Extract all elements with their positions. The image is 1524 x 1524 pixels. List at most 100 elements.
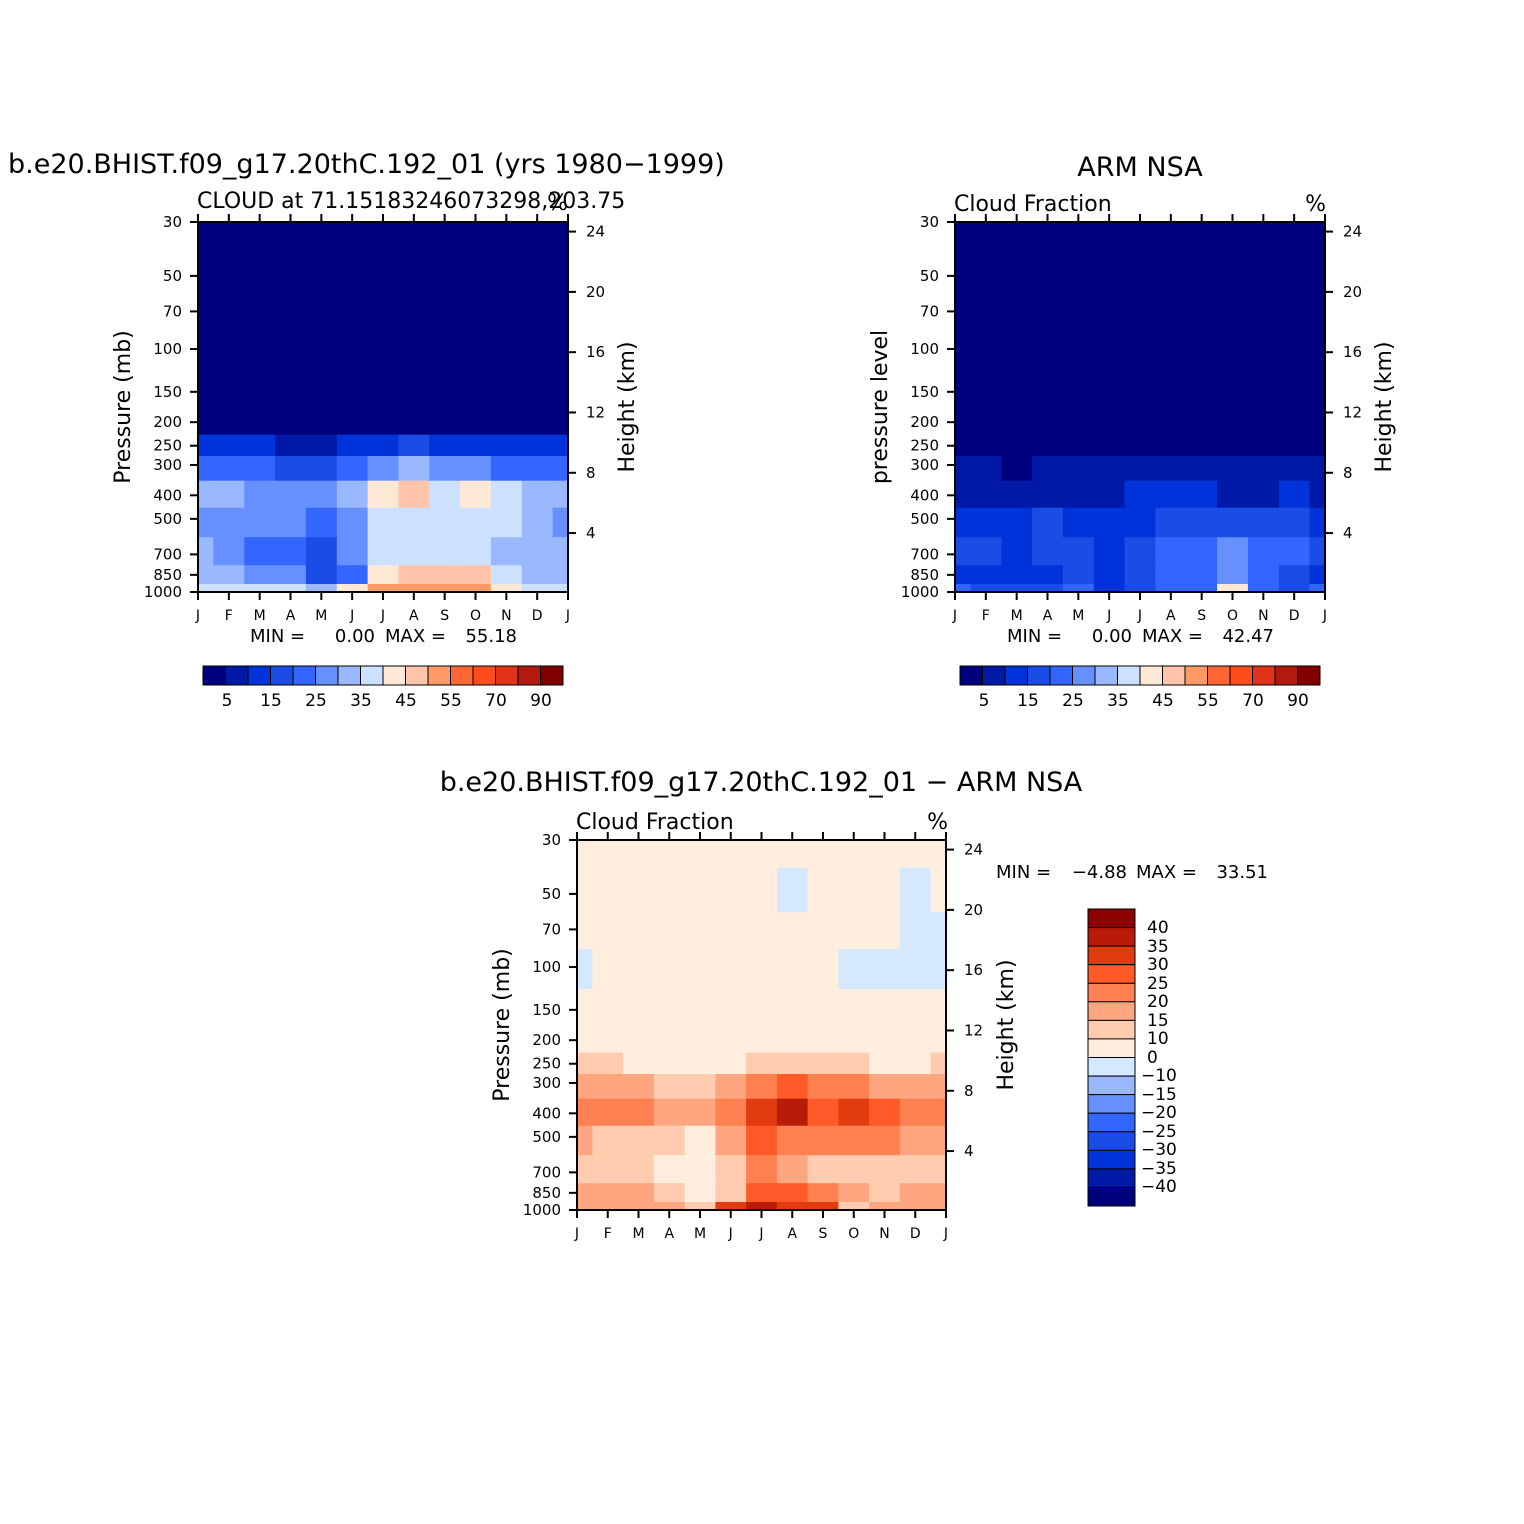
x-tick-label: D	[532, 608, 543, 624]
colorbar-label: 45	[1152, 691, 1174, 711]
y-right-tick-label: 24	[964, 841, 983, 859]
heatmap-cell	[213, 536, 245, 566]
heatmap-cell	[577, 911, 593, 949]
heatmap-cell	[305, 480, 338, 508]
heatmap-cell	[1062, 407, 1095, 435]
heatmap-cell	[592, 1098, 624, 1126]
heatmap-cell	[930, 911, 946, 949]
panel-obs-units: %	[1305, 192, 1326, 217]
heatmap-cell	[198, 455, 214, 481]
colorbar-label: 40	[1147, 918, 1169, 938]
heatmap-cell	[955, 455, 971, 481]
heatmap-cell	[970, 249, 1002, 295]
colorbar-swatch	[270, 665, 294, 686]
heatmap-cell	[838, 840, 870, 868]
heatmap-cell	[1001, 249, 1033, 295]
heatmap-cell	[1093, 455, 1126, 481]
heatmap-cell	[623, 1098, 655, 1126]
heatmap-cell	[244, 407, 276, 435]
heatmap-cell	[623, 1182, 655, 1202]
colorbar-swatch	[292, 665, 316, 686]
colorbar-swatch	[1087, 982, 1136, 1003]
heatmap-cell	[1093, 480, 1126, 508]
heatmap-cell	[807, 867, 839, 913]
heatmap-cell	[275, 249, 307, 295]
y-tick-label: 70	[920, 302, 939, 320]
heatmap-cell	[1124, 249, 1156, 295]
heatmap-cell	[275, 480, 307, 508]
heatmap-cell	[653, 1052, 686, 1074]
y-tick-label: 400	[153, 486, 182, 504]
heatmap-cell	[684, 1052, 716, 1074]
heatmap-cell	[490, 455, 523, 481]
heatmap-cell	[1093, 564, 1126, 584]
heatmap-cell	[1124, 407, 1156, 435]
heatmap-cell	[1309, 249, 1325, 295]
heatmap-cell	[398, 564, 430, 584]
colorbar-swatch	[337, 665, 361, 686]
panel-diff: b.e20.BHIST.f09_g17.20thC.192_01 − ARM N…	[440, 767, 1268, 1242]
x-tick-label: J	[1322, 608, 1327, 624]
heatmap-cell	[1278, 455, 1311, 481]
colorbar-label: 15	[1017, 691, 1039, 711]
heatmap-cell	[552, 455, 568, 481]
y-tick-label: 500	[910, 510, 939, 528]
colorbar-swatch	[1087, 1131, 1136, 1151]
heatmap-cell	[1001, 293, 1033, 331]
heatmap-cell	[1278, 507, 1311, 538]
colorbar-label: 25	[1147, 974, 1169, 994]
heatmap-cell	[899, 948, 932, 989]
heatmap-cell	[1093, 330, 1126, 371]
heatmap-cell	[305, 293, 338, 331]
heatmap-cell	[244, 507, 276, 538]
heatmap-cell	[715, 840, 747, 868]
heatmap-cell	[869, 1154, 901, 1184]
panel-diff-ylabel-right: Height (km)	[994, 959, 1019, 1090]
colorbar-label: −25	[1141, 1122, 1177, 1142]
y-right-tick-label: 12	[964, 1021, 983, 1039]
heatmap-cell	[1124, 370, 1156, 408]
heatmap-cell	[623, 867, 655, 913]
heatmap-cell	[367, 434, 399, 456]
y-right-tick-label: 4	[1343, 524, 1353, 542]
heatmap-cell	[1309, 536, 1325, 566]
heatmap-cell	[398, 293, 430, 331]
colorbar-swatch	[1087, 1168, 1136, 1189]
heatmap-cell	[807, 948, 839, 989]
heatmap-cell	[970, 564, 1002, 584]
heatmap-cell	[715, 1025, 747, 1053]
colorbar-label: 35	[350, 691, 372, 711]
heatmap-cell	[1186, 370, 1218, 408]
heatmap-cell	[592, 1201, 624, 1210]
heatmap-cell	[746, 1052, 778, 1074]
heatmap-cell	[1217, 434, 1249, 456]
heatmap-cell	[336, 583, 369, 592]
heatmap-cell	[807, 911, 839, 949]
heatmap-cell	[776, 840, 809, 868]
heatmap-cell	[367, 583, 399, 592]
heatmap-cell	[970, 330, 1002, 371]
colorbar-swatch	[1087, 927, 1136, 947]
heatmap-cell	[1155, 249, 1187, 295]
colorbar-swatch	[1297, 665, 1321, 686]
y-right-tick-label: 20	[964, 901, 983, 919]
heatmap-cell	[552, 507, 568, 538]
heatmap-cell	[1093, 583, 1126, 592]
x-tick-label: M	[632, 1226, 644, 1242]
heatmap-cell	[1032, 455, 1064, 481]
heatmap-cell	[1032, 480, 1064, 508]
heatmap-cell	[521, 507, 554, 538]
heatmap-cell	[653, 1073, 686, 1099]
y-tick-label: 30	[163, 213, 182, 231]
heatmap-cell	[899, 1125, 932, 1156]
colorbar-swatch	[450, 665, 474, 686]
heatmap-cell	[1247, 583, 1280, 592]
heatmap-cell	[807, 1025, 839, 1053]
heatmap-cell	[1093, 370, 1126, 408]
heatmap-cell	[198, 536, 214, 566]
heatmap-cell	[955, 330, 971, 371]
heatmap-cell	[1217, 222, 1249, 250]
